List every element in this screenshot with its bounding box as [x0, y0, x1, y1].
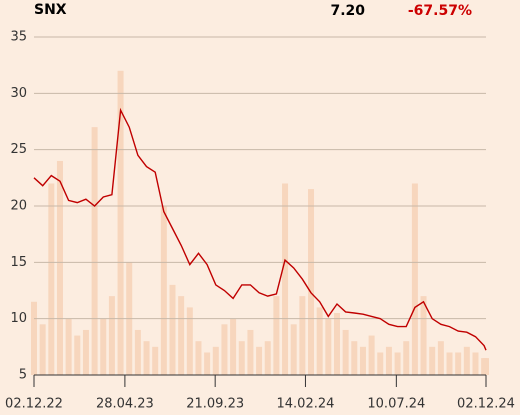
volume-bar	[351, 341, 358, 375]
volume-bar	[403, 341, 410, 375]
volume-bar	[394, 352, 401, 375]
last-price: 7.20	[330, 3, 365, 19]
volume-bar	[74, 335, 81, 375]
volume-bar	[169, 284, 176, 375]
x-tick-label: 21.09.23	[186, 397, 244, 412]
volume-bar	[117, 70, 124, 376]
volume-bar	[446, 352, 453, 375]
ticker: SNX	[34, 2, 67, 18]
volume-bar	[143, 341, 150, 375]
volume-bar	[186, 307, 193, 375]
volume-bar	[420, 296, 427, 375]
volume-bar	[333, 313, 340, 375]
volume-bar	[230, 318, 237, 375]
volume-bar	[247, 329, 254, 375]
volume-bar	[91, 127, 98, 375]
volume-bar	[411, 183, 418, 375]
volume-bar	[82, 329, 89, 375]
y-tick-label: 5	[19, 368, 27, 383]
volume-bar	[39, 324, 46, 375]
x-tick-label: 02.12.22	[5, 397, 63, 412]
volume-bar	[48, 183, 55, 375]
volume-bar	[316, 307, 323, 375]
x-tick-label: 28.04.23	[96, 397, 154, 412]
volume-bar	[221, 324, 228, 375]
volume-bar	[472, 352, 479, 375]
volume-bar	[429, 346, 436, 375]
volume-bar	[437, 341, 444, 375]
x-tick-label: 10.07.24	[367, 397, 425, 412]
volume-bar	[483, 358, 489, 375]
y-tick-label: 25	[10, 142, 27, 157]
volume-bar	[273, 296, 280, 375]
volume-bar	[368, 335, 375, 375]
volume-bar	[359, 346, 366, 375]
y-tick-label: 30	[10, 86, 27, 101]
y-tick-label: 15	[10, 255, 27, 270]
volume-bar	[463, 346, 470, 375]
y-tick-label: 35	[10, 30, 27, 45]
y-tick-label: 10	[10, 311, 27, 326]
volume-bar	[455, 352, 462, 375]
volume-bar	[377, 352, 384, 375]
volume-bar	[195, 341, 202, 375]
volume-bar	[204, 352, 211, 375]
volume-bar	[299, 296, 306, 375]
volume-bar	[238, 341, 245, 375]
volume-bar	[160, 206, 167, 375]
volume-bar	[134, 329, 141, 375]
volume-bar	[282, 183, 289, 375]
change: -67.57%	[408, 3, 472, 19]
x-tick-label: 14.02.24	[277, 397, 335, 412]
volume-bar	[152, 346, 159, 375]
volume-bar	[65, 318, 72, 375]
volume-bar	[290, 324, 297, 375]
price-line	[33, 107, 487, 351]
volume-bar	[56, 160, 63, 375]
x-tick-label: 02.12.24	[457, 397, 515, 412]
y-tick-label: 20	[10, 199, 27, 214]
volume-bar	[342, 329, 349, 375]
volume-bar	[178, 296, 185, 375]
volume-bar	[108, 296, 115, 375]
volume-bar	[385, 346, 392, 375]
volume-bar	[31, 301, 37, 375]
volume-bar	[308, 189, 315, 375]
volume-bar	[264, 341, 271, 375]
volume-bar	[325, 318, 332, 375]
volume-bar	[100, 318, 107, 375]
volume-bar	[256, 346, 263, 375]
volume-bar	[212, 346, 219, 375]
